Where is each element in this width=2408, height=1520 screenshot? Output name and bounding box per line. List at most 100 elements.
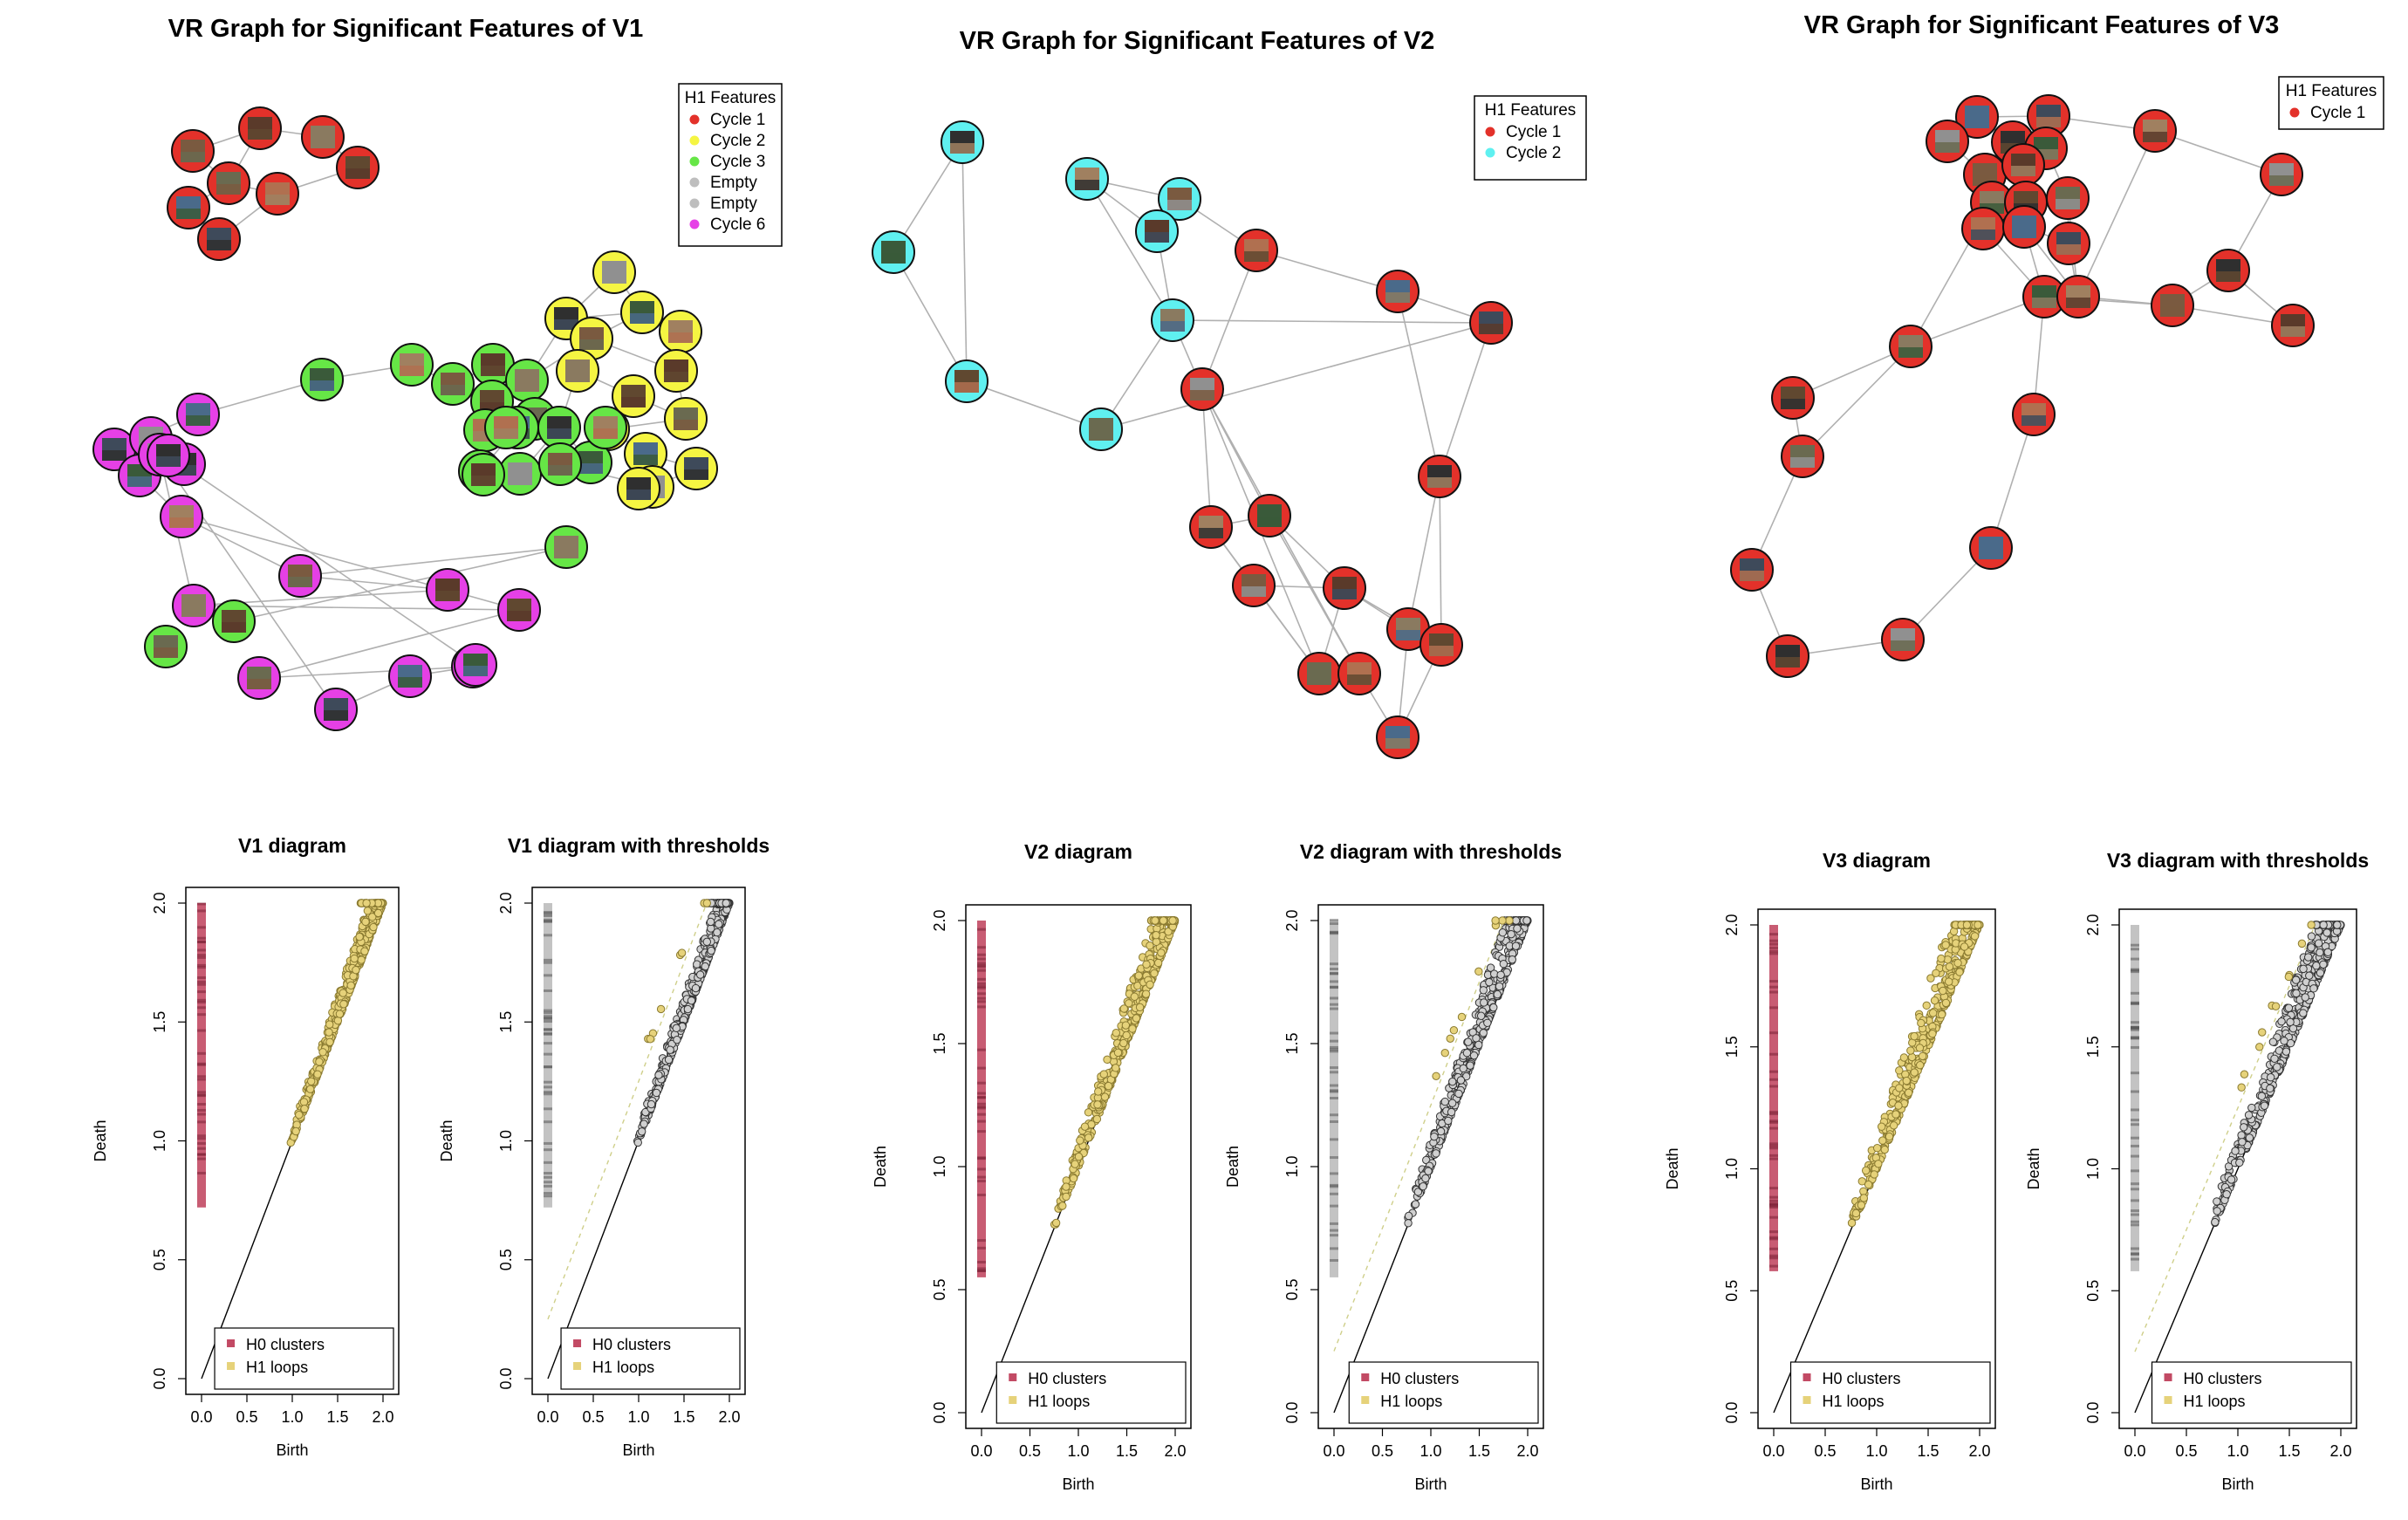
y-tick-label: 2.0 xyxy=(1723,914,1741,935)
h1-point xyxy=(2211,1217,2220,1227)
h1-point xyxy=(2268,1037,2278,1046)
h0-point xyxy=(544,1065,552,1069)
graph-node xyxy=(544,525,588,569)
vr-graph-2: VR Graph for Significant Features of V2 H… xyxy=(872,27,1587,759)
x-tick-label: 0.0 xyxy=(1323,1442,1344,1460)
h0-points xyxy=(2131,925,2139,1271)
node-thumbnail-detail xyxy=(310,380,334,391)
h0-point xyxy=(977,1096,986,1099)
h0-point xyxy=(977,1106,986,1109)
h0-point xyxy=(197,1063,206,1066)
graph-node xyxy=(167,186,210,229)
y-axis-label: Death xyxy=(1664,1147,1681,1189)
graph-node xyxy=(2151,284,2194,327)
h1-point xyxy=(1159,916,1168,925)
h0-point xyxy=(197,1006,206,1010)
graph-node xyxy=(1135,209,1179,253)
h1-point xyxy=(1894,1101,1903,1110)
h0-point xyxy=(2131,1213,2139,1216)
y-tick-label: 1.5 xyxy=(931,1032,948,1054)
graph-node xyxy=(537,406,581,449)
h0-point xyxy=(2131,1045,2139,1049)
h1-point xyxy=(1892,1110,1900,1119)
h1-point xyxy=(325,1020,334,1029)
node-thumbnail-detail xyxy=(1427,477,1452,488)
legend-marker xyxy=(689,156,700,167)
h1-point xyxy=(2299,1009,2308,1017)
graph-node xyxy=(569,441,612,484)
node-thumbnail-detail xyxy=(2011,166,2035,176)
h0-point xyxy=(1330,1156,1338,1160)
h1-point xyxy=(1859,1194,1869,1202)
graph-edge xyxy=(258,666,474,679)
h0-point xyxy=(2131,1119,2139,1122)
h0-point xyxy=(1330,962,1338,966)
h0-point xyxy=(977,1000,986,1003)
h1-point xyxy=(1093,1100,1102,1109)
h0-point xyxy=(197,990,206,994)
h0-point xyxy=(1769,1230,1778,1234)
graph-node xyxy=(617,467,660,510)
h0-point xyxy=(1769,1119,1778,1123)
h1-point xyxy=(1069,1174,1078,1183)
y-tick-label: 0.0 xyxy=(1283,1401,1301,1423)
graph-edge xyxy=(1910,296,2045,347)
h1-point xyxy=(1058,1202,1067,1210)
h1-point xyxy=(373,908,383,918)
legend-marker xyxy=(227,1362,236,1370)
graph-node xyxy=(556,349,599,393)
h0-point xyxy=(1330,1185,1338,1188)
h0-point xyxy=(1769,1199,1778,1202)
h1-point xyxy=(2213,1197,2221,1206)
axis-ticks: 0.0 0.5 1.0 1.5 2.0 0.0 0.5 1.0 1.5 2.0 xyxy=(497,892,741,1426)
h0-point xyxy=(977,1260,986,1263)
graph-node xyxy=(172,584,215,627)
h1-point xyxy=(295,1110,304,1119)
graph-node xyxy=(207,161,250,205)
h0-point xyxy=(977,986,986,989)
graph-node xyxy=(1337,652,1381,695)
node-thumbnail-detail xyxy=(481,366,505,376)
y-axis-label: Death xyxy=(438,1119,455,1161)
h1-point xyxy=(1113,1048,1123,1058)
h1-point xyxy=(1495,982,1504,991)
graph-nodes xyxy=(872,120,1513,759)
h0-point xyxy=(1330,1113,1338,1117)
x-tick-label: 0.5 xyxy=(582,1408,604,1426)
node-thumbnail-detail xyxy=(1145,232,1169,243)
h0-points xyxy=(1330,919,1338,1277)
x-tick-label: 2.0 xyxy=(1516,1442,1538,1460)
graph-node xyxy=(1297,652,1341,695)
h0-point xyxy=(197,983,206,986)
node-thumbnail-detail xyxy=(950,143,975,154)
graph-node xyxy=(278,554,322,598)
node-thumbnail-detail xyxy=(494,428,518,439)
node-thumbnail-detail xyxy=(2066,298,2090,308)
h1-point xyxy=(1142,960,1151,969)
legend-marker xyxy=(1803,1373,1811,1381)
graph-node xyxy=(1376,270,1419,313)
h1-point xyxy=(666,1045,674,1054)
y-axis-label: Death xyxy=(92,1119,109,1161)
graph-node xyxy=(144,625,188,668)
h1-point xyxy=(1941,941,1950,949)
h0-point xyxy=(977,1175,986,1179)
node-thumbnail-detail xyxy=(2160,306,2185,317)
graph-node xyxy=(1881,618,1925,661)
legend-label: H1 loops xyxy=(1380,1393,1442,1410)
h1-point xyxy=(362,899,371,907)
h1-point xyxy=(715,920,723,928)
h0-point xyxy=(1330,1192,1338,1195)
h1-point xyxy=(1474,1040,1483,1050)
h1-point xyxy=(1135,1003,1145,1012)
node-thumbnail-detail xyxy=(1479,324,1503,334)
h1-point-significant xyxy=(656,1004,666,1014)
node-thumbnail-detail xyxy=(1242,586,1266,597)
h0-point xyxy=(977,1193,986,1196)
h1-point-significant xyxy=(1474,967,1483,976)
h1-point-significant xyxy=(1446,1034,1454,1043)
graph-legend: H1 Features Cycle 1 Cycle 2 xyxy=(1474,95,1587,181)
h1-point xyxy=(2266,1073,2275,1082)
h0-point xyxy=(197,1113,206,1116)
h1-point xyxy=(1454,1089,1463,1099)
